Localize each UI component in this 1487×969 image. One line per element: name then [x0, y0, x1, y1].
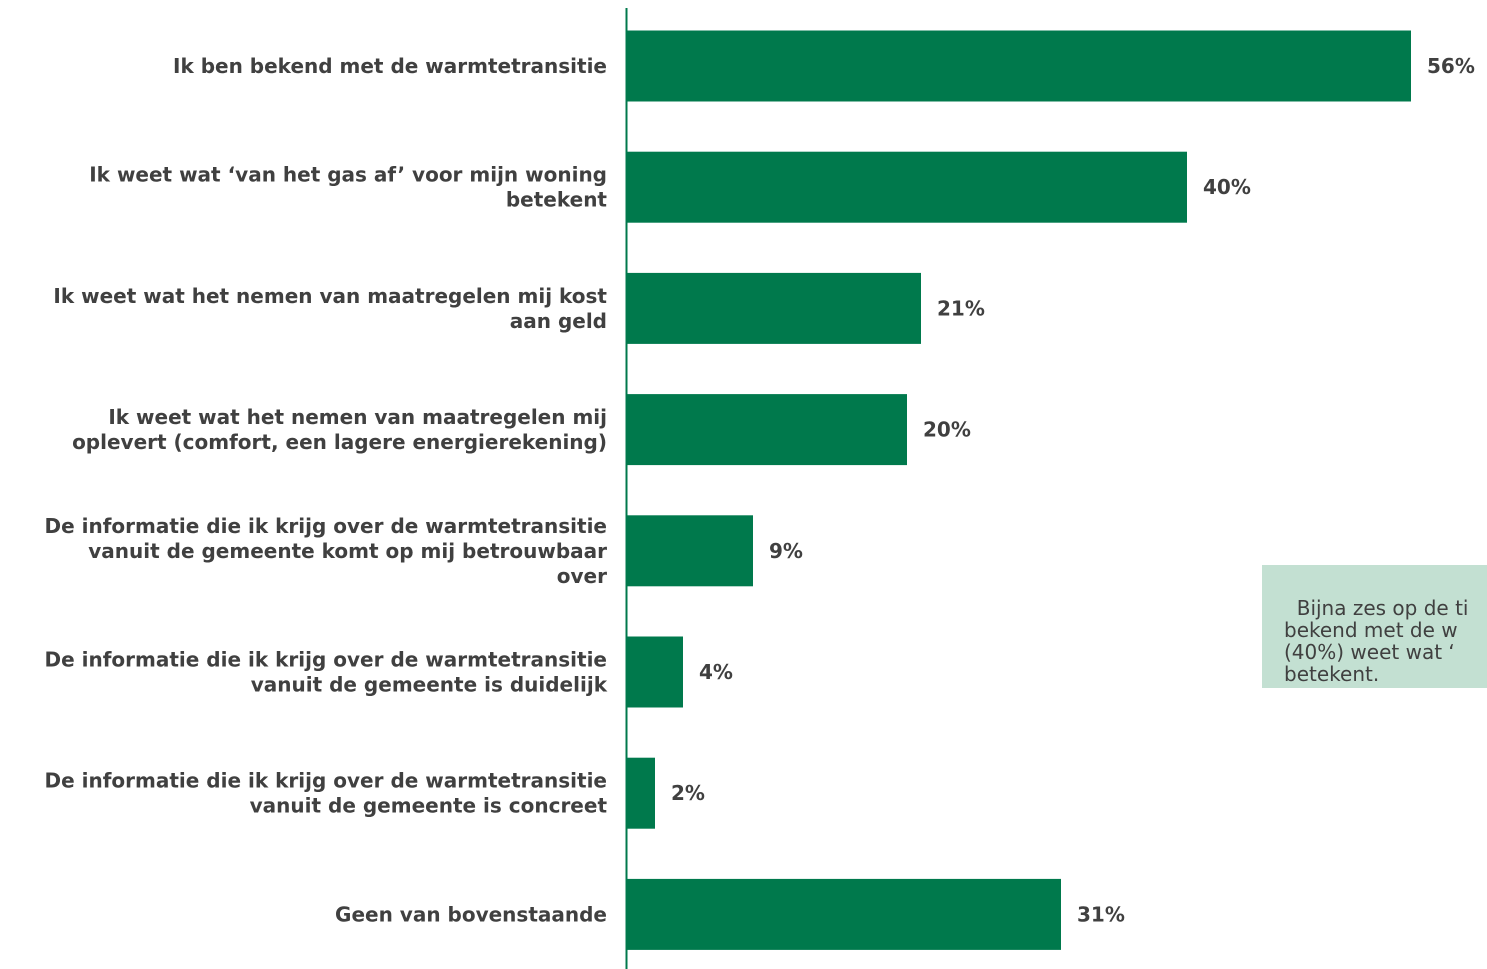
category-label: Ik weet wat het nemen van maatregelen mi… — [108, 405, 607, 429]
callout-box: Bijna zes op de ti bekend met de w (40%)… — [1262, 565, 1487, 688]
category-label: vanuit de gemeente is concreet — [250, 794, 608, 818]
category-label: oplevert (comfort, een lagere energierek… — [72, 430, 607, 454]
bar — [627, 636, 683, 708]
category-label: De informatie die ik krijg over de warmt… — [45, 648, 608, 672]
value-label: 4% — [699, 660, 733, 684]
bar — [627, 515, 753, 587]
value-label: 56% — [1427, 54, 1475, 78]
category-labels-group: Ik ben bekend met de warmtetransitie Ik w… — [45, 54, 608, 926]
category-label: vanuit de gemeente is duidelijk — [251, 673, 608, 697]
category-label: aan geld — [510, 309, 607, 333]
bar — [627, 272, 921, 344]
value-label: 31% — [1077, 902, 1125, 926]
value-label: 20% — [923, 418, 971, 442]
category-label: over — [557, 564, 607, 588]
category-label: vanuit de gemeente komt op mij betrouwba… — [88, 539, 607, 563]
category-label: Ik weet wat het nemen van maatregelen mi… — [53, 284, 607, 308]
bars-group — [627, 30, 1411, 950]
callout-text: Bijna zes op de ti bekend met de w (40%)… — [1284, 596, 1469, 686]
value-label: 2% — [671, 781, 705, 805]
value-label: 40% — [1203, 175, 1251, 199]
value-labels-group: 56% 40% 21% 20% 9% 4% 2% 31% — [671, 54, 1475, 926]
category-label: betekent — [506, 188, 608, 212]
bar — [627, 151, 1187, 223]
value-label: 9% — [769, 539, 803, 563]
category-label: Ik weet wat ‘van het gas af’ voor mijn w… — [89, 163, 607, 187]
bar — [627, 757, 655, 829]
category-label: De informatie die ik krijg over de warmt… — [45, 769, 608, 793]
value-label: 21% — [937, 296, 985, 320]
category-label: Geen van bovenstaande — [335, 902, 607, 926]
bar — [627, 30, 1411, 102]
bar — [627, 878, 1061, 950]
category-label: Ik ben bekend met de warmtetransitie — [173, 54, 607, 78]
bar — [627, 394, 907, 466]
category-label: De informatie die ik krijg over de warmt… — [45, 514, 608, 538]
